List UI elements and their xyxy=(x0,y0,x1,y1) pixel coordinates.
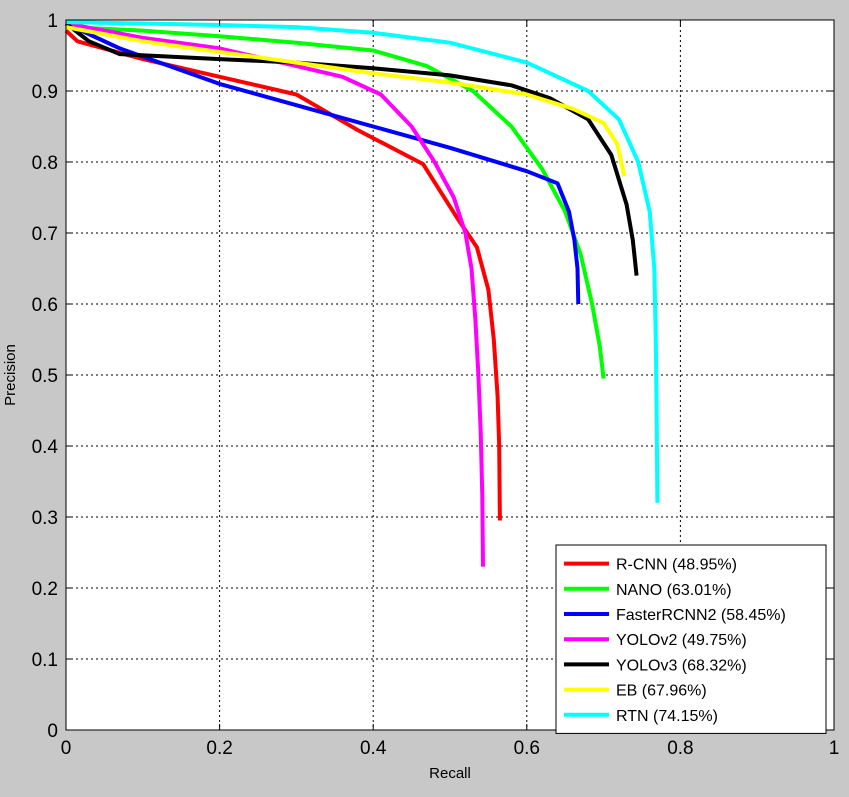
series-line-1 xyxy=(65,25,606,379)
series-line-4 xyxy=(64,21,639,276)
x-tick-label: 0 xyxy=(61,738,72,759)
axis-ticks: 0 0.2 0.4 0.6 0.8 1 0 0.1 0.2 0.3 0.4 0.5 0.6 0.7 0.8 0… xyxy=(32,11,840,759)
legend-entry-label: RTN (74.15%) xyxy=(616,708,718,725)
y-tick-label: 0.9 xyxy=(32,82,58,103)
legend-entry-label: YOLOv3 (68.32%) xyxy=(616,657,747,674)
series-line-5 xyxy=(65,25,627,177)
x-tick-label: 0.2 xyxy=(206,738,232,759)
legend-entry-label: YOLOv2 (49.75%) xyxy=(616,632,747,649)
y-tick-label: 0.2 xyxy=(32,579,58,600)
y-axis-label: Precision xyxy=(2,344,19,406)
y-tick-label: 0.8 xyxy=(32,153,58,174)
series-line-2 xyxy=(65,21,581,305)
y-tick-label: 0.5 xyxy=(32,366,58,387)
y-tick-label: 0 xyxy=(47,721,58,742)
legend: R-CNN (48.95%) NANO (63.01%) FasterRCNN2 (… xyxy=(555,544,827,734)
y-tick-label: 0.1 xyxy=(32,650,58,671)
legend-entry-label: R-CNN (48.95%) xyxy=(616,557,737,574)
x-tick-label: 0.6 xyxy=(514,738,540,759)
y-tick-label: 0.7 xyxy=(32,224,58,245)
series-line-6 xyxy=(65,20,660,503)
x-tick-label: 0.4 xyxy=(360,738,387,759)
y-tick-label: 1 xyxy=(47,11,58,32)
legend-entry-label: NANO (63.01%) xyxy=(616,582,732,599)
y-tick-label: 0.4 xyxy=(32,437,59,458)
x-tick-label: 0.8 xyxy=(667,738,693,759)
y-tick-label: 0.3 xyxy=(32,508,58,529)
x-tick-label: 1 xyxy=(829,738,840,759)
legend-entry-label: EB (67.96%) xyxy=(616,683,707,700)
y-tick-label: 0.6 xyxy=(32,295,58,316)
series-lines xyxy=(64,20,660,567)
x-axis-label: Recall xyxy=(429,765,471,782)
legend-entry-label: FasterRCNN2 (58.45%) xyxy=(616,607,786,624)
